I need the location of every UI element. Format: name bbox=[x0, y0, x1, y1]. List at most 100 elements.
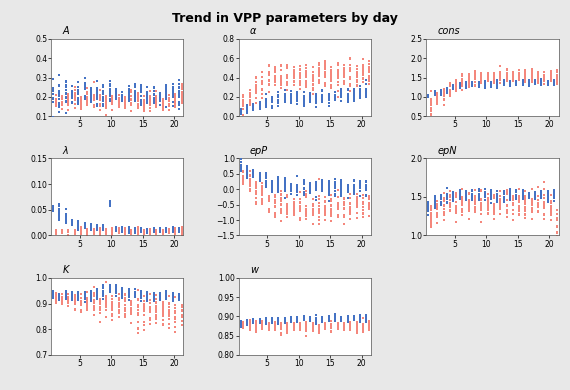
Point bbox=[255, 172, 264, 178]
Point bbox=[95, 307, 104, 313]
Point bbox=[451, 208, 461, 215]
Point bbox=[139, 99, 148, 106]
Point bbox=[267, 187, 276, 193]
Point bbox=[255, 101, 264, 107]
Point bbox=[299, 93, 308, 99]
Point bbox=[299, 96, 308, 102]
Point bbox=[99, 225, 108, 232]
Point bbox=[165, 324, 174, 331]
Point bbox=[506, 194, 515, 200]
Point bbox=[83, 102, 92, 108]
Point bbox=[139, 304, 148, 310]
Point bbox=[439, 190, 448, 196]
Point bbox=[295, 323, 304, 329]
Point bbox=[506, 186, 515, 192]
Point bbox=[89, 298, 98, 304]
Point bbox=[549, 192, 559, 199]
Point bbox=[424, 199, 433, 205]
Point bbox=[152, 313, 161, 319]
Point bbox=[442, 192, 451, 198]
Point bbox=[464, 82, 473, 88]
Point bbox=[152, 230, 161, 236]
Point bbox=[124, 91, 133, 98]
Point bbox=[145, 307, 154, 313]
Point bbox=[264, 69, 273, 75]
Point bbox=[270, 64, 279, 70]
Point bbox=[255, 317, 264, 323]
Point bbox=[327, 78, 336, 84]
Point bbox=[61, 214, 70, 220]
Point bbox=[133, 325, 142, 332]
Point bbox=[318, 317, 327, 324]
Point bbox=[70, 297, 79, 303]
Point bbox=[343, 319, 352, 325]
Point bbox=[283, 323, 292, 329]
Point bbox=[445, 193, 454, 200]
Point bbox=[524, 193, 534, 199]
Point bbox=[239, 94, 248, 101]
Point bbox=[86, 223, 95, 230]
Point bbox=[283, 328, 292, 334]
Point bbox=[508, 195, 518, 201]
Point bbox=[283, 62, 292, 68]
Point bbox=[70, 229, 79, 236]
Point bbox=[48, 96, 58, 103]
Point bbox=[487, 193, 496, 200]
Point bbox=[89, 96, 98, 102]
Point bbox=[158, 227, 168, 234]
Point bbox=[534, 207, 543, 214]
Point bbox=[455, 82, 465, 88]
Point bbox=[274, 321, 283, 328]
Point bbox=[249, 320, 258, 326]
Point bbox=[308, 74, 317, 80]
Point bbox=[133, 319, 142, 325]
Point bbox=[127, 96, 136, 102]
Point bbox=[276, 324, 286, 330]
Point bbox=[289, 72, 298, 78]
Point bbox=[267, 315, 276, 321]
Point bbox=[424, 93, 433, 99]
Point bbox=[76, 106, 86, 112]
Point bbox=[518, 79, 527, 85]
Point bbox=[283, 330, 292, 336]
Point bbox=[537, 80, 546, 86]
Point bbox=[48, 208, 58, 214]
Point bbox=[149, 228, 158, 234]
Point bbox=[108, 310, 117, 317]
Point bbox=[117, 285, 127, 291]
Point bbox=[549, 77, 559, 83]
Point bbox=[258, 324, 267, 330]
Point bbox=[258, 185, 267, 191]
Point bbox=[83, 84, 92, 90]
Point bbox=[299, 314, 308, 321]
Point bbox=[168, 103, 177, 109]
Point bbox=[267, 185, 276, 191]
Point bbox=[64, 296, 73, 302]
Point bbox=[111, 284, 120, 290]
Point bbox=[255, 318, 264, 324]
Point bbox=[51, 229, 60, 236]
Point bbox=[117, 225, 127, 231]
Point bbox=[318, 94, 327, 100]
Point bbox=[120, 291, 129, 297]
Point bbox=[293, 92, 302, 99]
Point bbox=[493, 194, 502, 200]
Point bbox=[365, 206, 374, 212]
Point bbox=[502, 78, 511, 84]
Point bbox=[51, 231, 60, 237]
Point bbox=[359, 324, 368, 331]
Point bbox=[362, 315, 371, 321]
Point bbox=[245, 319, 254, 325]
Point bbox=[490, 70, 499, 76]
Point bbox=[527, 199, 536, 205]
Point bbox=[436, 199, 445, 205]
Point bbox=[321, 207, 330, 213]
Point bbox=[80, 222, 89, 228]
Point bbox=[293, 94, 302, 100]
Point bbox=[70, 292, 79, 298]
Point bbox=[171, 96, 180, 102]
Point bbox=[165, 101, 174, 107]
Point bbox=[283, 209, 292, 215]
Point bbox=[527, 200, 536, 206]
Point bbox=[152, 230, 161, 236]
